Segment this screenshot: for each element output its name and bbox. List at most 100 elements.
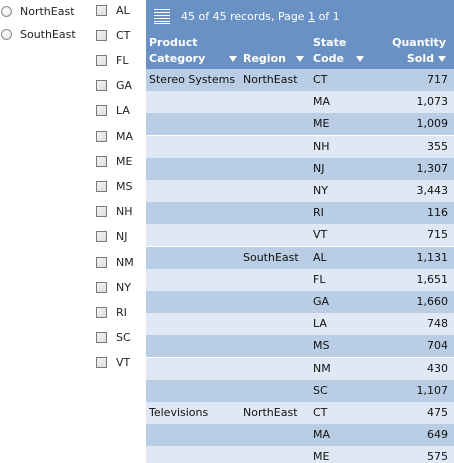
cell-state-code: VT	[313, 228, 328, 242]
state-option-ri[interactable]: RI	[96, 304, 142, 320]
checkbox[interactable]	[96, 4, 107, 16]
page-number-link[interactable]: 1	[308, 10, 316, 23]
checkbox[interactable]	[96, 54, 107, 66]
state-option-vt[interactable]: VT	[96, 355, 142, 371]
region-label: NorthEast	[20, 4, 75, 18]
cell-state-code: LA	[313, 317, 327, 331]
column-header-line: Region	[243, 52, 286, 65]
checkbox[interactable]	[96, 105, 107, 117]
table-row: ME 575	[146, 446, 454, 463]
column-header-state-code[interactable]: State Code	[313, 35, 364, 67]
checkbox[interactable]	[96, 80, 107, 92]
checkbox[interactable]	[96, 180, 107, 192]
cell-product-category: Stereo Systems	[149, 73, 236, 86]
table-row: FL 1,651	[146, 268, 454, 291]
cell-quantity-sold: 1,073	[416, 95, 449, 109]
sort-arrow-icon[interactable]	[229, 56, 238, 62]
cell-region: SouthEast	[243, 250, 299, 264]
table-row: MS 704	[146, 335, 454, 358]
cell-state-code: SC	[313, 383, 328, 397]
table-row: Stereo Systems NorthEast CT 717	[146, 69, 454, 91]
checkbox[interactable]	[96, 306, 107, 318]
cell-quantity-sold: 715	[427, 228, 448, 242]
column-header-line: State	[313, 36, 347, 49]
column-header-line: Category	[149, 52, 206, 65]
sort-arrow-icon[interactable]	[438, 56, 446, 62]
table-row: LA 748	[146, 313, 454, 336]
state-option-nm[interactable]: NM	[96, 254, 142, 270]
checkbox[interactable]	[96, 29, 107, 41]
state-option-al[interactable]: AL	[96, 2, 142, 18]
cell-state-code: AL	[313, 250, 327, 264]
radio-button[interactable]	[1, 5, 12, 17]
checkbox[interactable]	[96, 130, 107, 142]
region-option-southeast[interactable]: SouthEast	[0, 26, 90, 42]
column-header-line: Sold	[406, 52, 434, 65]
cell-quantity-sold: 3,443	[416, 184, 449, 197]
region-label: SouthEast	[20, 27, 76, 41]
table-row: NJ 1,307	[146, 157, 454, 180]
pagination-info: 45 of 45 records, Page 1 of 1	[181, 10, 340, 23]
state-option-ny[interactable]: NY	[96, 279, 142, 295]
state-option-ma[interactable]: MA	[96, 128, 142, 144]
pagination-total: of 1	[315, 10, 340, 23]
cell-state-code: MS	[313, 339, 330, 353]
state-option-me[interactable]: ME	[96, 153, 142, 169]
table-row: RI 116	[146, 202, 454, 225]
column-header-region[interactable]: Region	[243, 35, 304, 67]
column-header-line: Code	[313, 52, 344, 65]
column-header-product-category[interactable]: Product Category	[149, 35, 238, 67]
state-option-nh[interactable]: NH	[96, 204, 142, 220]
menu-icon[interactable]	[154, 9, 170, 24]
state-label: NM	[116, 255, 134, 269]
table-row: Televisions NorthEast CT 475	[146, 402, 454, 424]
table-row: MA 1,073	[146, 91, 454, 114]
cell-quantity-sold: 1,131	[416, 250, 449, 264]
table-row: GA 1,660	[146, 291, 454, 313]
cell-state-code: CT	[313, 73, 328, 86]
checkbox[interactable]	[96, 256, 107, 268]
cell-quantity-sold: 1,009	[416, 117, 449, 131]
state-label: SC	[116, 331, 131, 345]
state-option-ga[interactable]: GA	[96, 78, 142, 94]
cell-state-code: FL	[313, 272, 326, 286]
state-option-ct[interactable]: CT	[96, 27, 142, 43]
cell-quantity-sold: 1,651	[416, 272, 449, 286]
state-option-fl[interactable]: FL	[96, 52, 142, 68]
cell-quantity-sold: 575	[427, 450, 448, 463]
state-label: MS	[116, 179, 133, 193]
state-label: AL	[116, 3, 130, 17]
state-option-la[interactable]: LA	[96, 103, 142, 119]
checkbox[interactable]	[96, 281, 107, 293]
column-header-line	[243, 35, 304, 51]
checkbox[interactable]	[96, 206, 107, 218]
region-option-northeast[interactable]: NorthEast	[0, 3, 90, 19]
column-headers: Product Category Region State Code Quant…	[146, 33, 454, 69]
cell-state-code: MA	[313, 95, 331, 109]
state-label: RI	[116, 305, 127, 319]
cell-state-code: RI	[313, 206, 324, 220]
cell-quantity-sold: 748	[427, 317, 448, 331]
radio-button[interactable]	[1, 28, 12, 40]
state-label: NH	[116, 205, 133, 219]
table-row: SouthEast AL 1,131	[146, 246, 454, 269]
table-row: MA 649	[146, 424, 454, 447]
state-option-sc[interactable]: SC	[96, 330, 142, 346]
state-option-ms[interactable]: MS	[96, 178, 142, 194]
table-row: NM 430	[146, 357, 454, 380]
sort-arrow-icon[interactable]	[355, 56, 364, 62]
checkbox[interactable]	[96, 231, 107, 243]
state-option-nj[interactable]: NJ	[96, 229, 142, 245]
column-header-quantity-sold[interactable]: Quantity Sold	[378, 35, 446, 67]
checkbox[interactable]	[96, 155, 107, 167]
table-row: VT 715	[146, 224, 454, 247]
state-label: NY	[116, 280, 131, 294]
sort-arrow-icon[interactable]	[295, 56, 304, 62]
checkbox[interactable]	[96, 332, 107, 344]
report-header: 45 of 45 records, Page 1 of 1	[146, 0, 454, 33]
cell-state-code: MA	[313, 428, 331, 442]
state-label: GA	[116, 79, 133, 93]
cell-region: NorthEast	[243, 73, 298, 86]
cell-state-code: NJ	[313, 161, 325, 175]
checkbox[interactable]	[96, 357, 107, 369]
